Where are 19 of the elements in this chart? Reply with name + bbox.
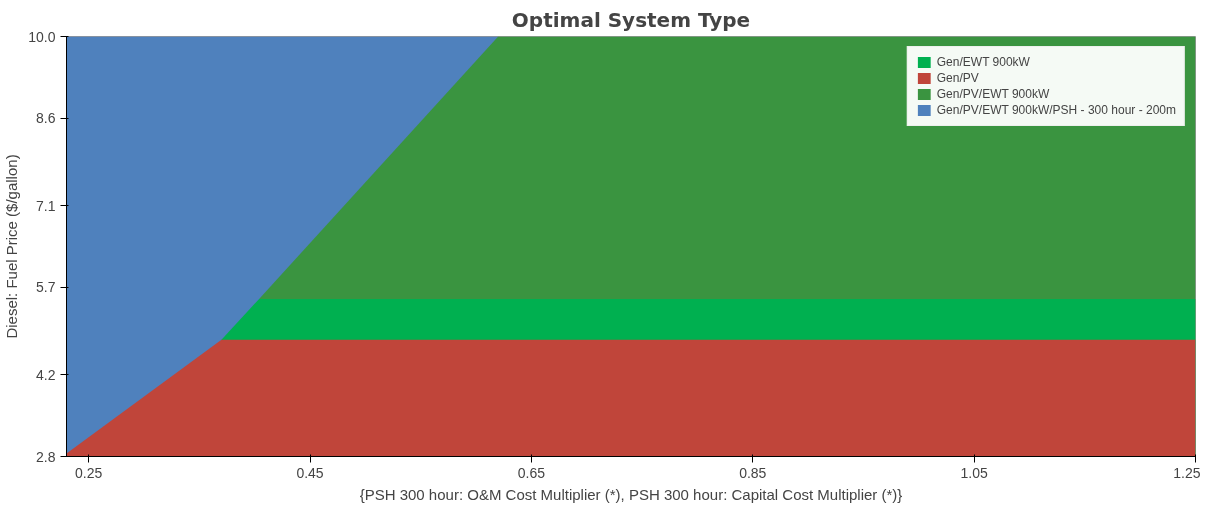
y-tick-label: 2.8 [36,448,56,465]
legend-label: Gen/PV [936,71,979,85]
x-tick-label: 0.45 [296,464,324,481]
legend-label: Gen/PV/EWT 900kW [936,87,1050,101]
y-axis-title: Diesel: Fuel Price ($/gallon) [3,154,21,339]
y-tick-label: 10.0 [28,28,56,45]
x-tick-label: 1.05 [960,464,988,481]
y-tick-label: 4.2 [36,366,56,383]
x-tick-label: 1.25 [1173,464,1201,481]
x-axis-title: {PSH 300 hour: O&M Cost Multiplier (*), PSH 300 hour: Capital Cost Multiplier (*)} [359,485,903,503]
y-tick-label: 5.7 [36,279,56,296]
chart-title: Optimal System Type [511,7,751,32]
y-tick-label: 7.1 [36,197,56,214]
legend-label: Gen/PV/EWT 900kW/PSH - 300 hour - 200m [936,103,1176,117]
y-tick-label: 8.6 [36,110,56,127]
x-tick-label: 0.25 [75,464,103,481]
x-tick-label: 0.65 [517,464,546,481]
x-tick-label: 0.85 [739,464,767,481]
legend-label: Gen/EWT 900kW [936,55,1030,69]
